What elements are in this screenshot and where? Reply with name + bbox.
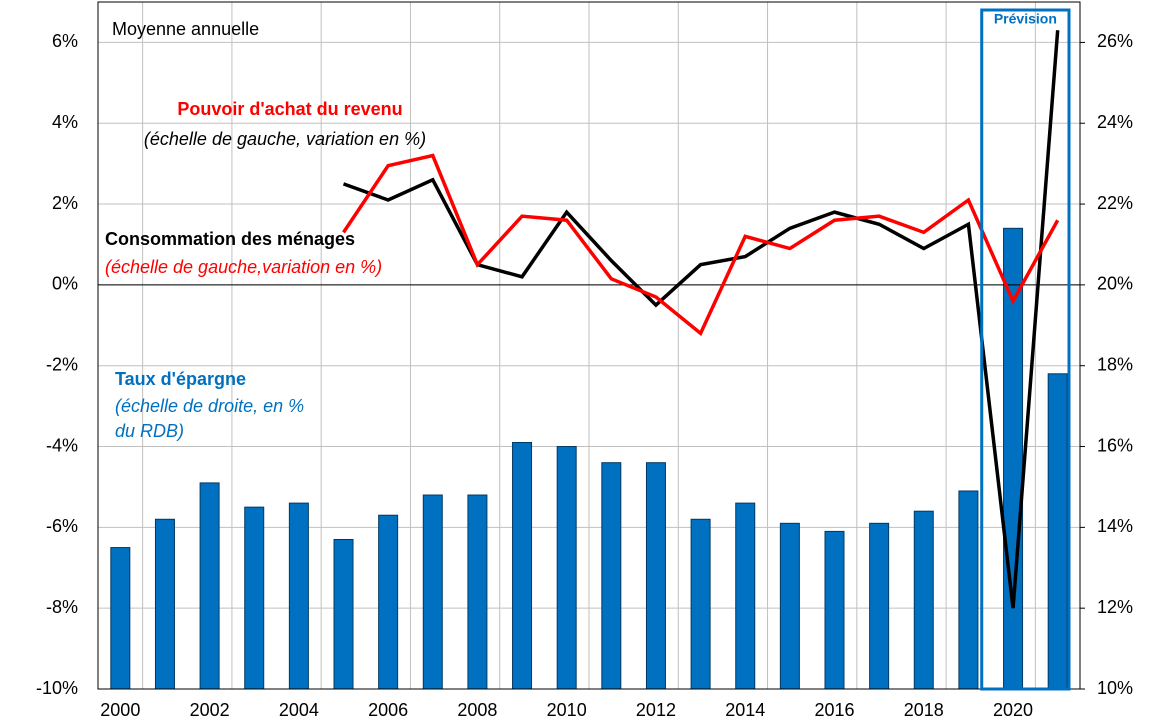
y2-tick-label: 10%: [1097, 678, 1133, 698]
bar: [601, 462, 622, 690]
forecast-label: Prévision: [994, 11, 1057, 27]
bar: [512, 441, 533, 690]
bar: [378, 514, 399, 690]
y2-tick-label: 16%: [1097, 435, 1133, 455]
x-tick-label: 2002: [190, 700, 230, 720]
y2-tick-label: 20%: [1097, 274, 1133, 294]
annotation: (échelle de droite, en %: [115, 396, 304, 416]
x-tick-label: 2018: [904, 700, 944, 720]
y2-tick-label: 22%: [1097, 193, 1133, 213]
series-label: Taux d'épargne: [115, 369, 246, 389]
series-label: Consommation des ménages: [105, 229, 355, 249]
y-tick-label: 6%: [52, 31, 78, 51]
y-tick-label: -8%: [46, 597, 78, 617]
bar: [779, 522, 800, 690]
annotation: du RDB): [115, 421, 184, 441]
y-tick-label: 4%: [52, 112, 78, 132]
annotation: Moyenne annuelle: [112, 19, 259, 39]
bar: [958, 490, 979, 690]
series-label: Pouvoir d'achat du revenu: [177, 99, 402, 119]
y-tick-label: 0%: [52, 274, 78, 294]
y-tick-label: -2%: [46, 354, 78, 374]
x-tick-label: 2014: [725, 700, 765, 720]
x-tick-label: 2006: [368, 700, 408, 720]
bar: [645, 462, 666, 690]
y2-tick-label: 18%: [1097, 354, 1133, 374]
bar: [869, 522, 890, 690]
bar: [556, 446, 577, 690]
y2-tick-label: 26%: [1097, 31, 1133, 51]
bar: [467, 494, 488, 690]
y-tick-label: 2%: [52, 193, 78, 213]
bar: [333, 538, 354, 690]
x-tick-label: 2012: [636, 700, 676, 720]
bar: [422, 494, 443, 690]
bar: [199, 482, 220, 690]
line: [342, 30, 1060, 609]
annotation: (échelle de gauche, variation en %): [144, 129, 426, 149]
forecast-box: [980, 8, 1071, 691]
x-tick-label: 2000: [100, 700, 140, 720]
line: [342, 153, 1060, 337]
x-tick-label: 2016: [814, 700, 854, 720]
bar: [288, 502, 309, 690]
y2-tick-label: 24%: [1097, 112, 1133, 132]
annotation: (échelle de gauche,variation en %): [105, 257, 382, 277]
bar: [110, 547, 131, 690]
bar: [690, 518, 711, 690]
x-tick-label: 2004: [279, 700, 319, 720]
bar: [824, 530, 845, 690]
bar: [244, 506, 265, 690]
y-tick-label: -10%: [36, 678, 78, 698]
y2-tick-label: 12%: [1097, 597, 1133, 617]
y-tick-label: -6%: [46, 516, 78, 536]
plot-frame: [97, 1, 1081, 690]
bar: [735, 502, 756, 690]
y-tick-label: -4%: [46, 435, 78, 455]
x-tick-label: 2010: [547, 700, 587, 720]
bar: [1047, 373, 1068, 690]
x-tick-label: 2008: [457, 700, 497, 720]
bar: [154, 518, 175, 690]
bar: [913, 510, 934, 690]
y2-tick-label: 14%: [1097, 516, 1133, 536]
x-tick-label: 2020: [993, 700, 1033, 720]
